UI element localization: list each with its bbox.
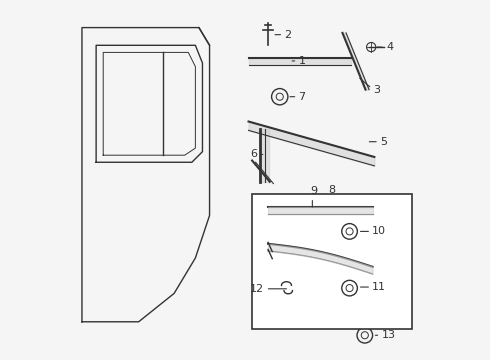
Bar: [252, 194, 412, 329]
Text: 12: 12: [250, 284, 264, 294]
Text: 3: 3: [373, 85, 380, 95]
Text: 8: 8: [328, 185, 336, 195]
Text: 5: 5: [380, 137, 387, 147]
Text: 10: 10: [372, 226, 386, 237]
Text: 6: 6: [250, 149, 257, 159]
Text: 4: 4: [386, 42, 393, 52]
Text: 1: 1: [298, 56, 306, 66]
Text: 2: 2: [284, 30, 292, 40]
Text: 7: 7: [298, 92, 306, 102]
Text: 9: 9: [311, 186, 318, 196]
Text: 13: 13: [381, 330, 395, 340]
Text: 11: 11: [372, 282, 386, 292]
